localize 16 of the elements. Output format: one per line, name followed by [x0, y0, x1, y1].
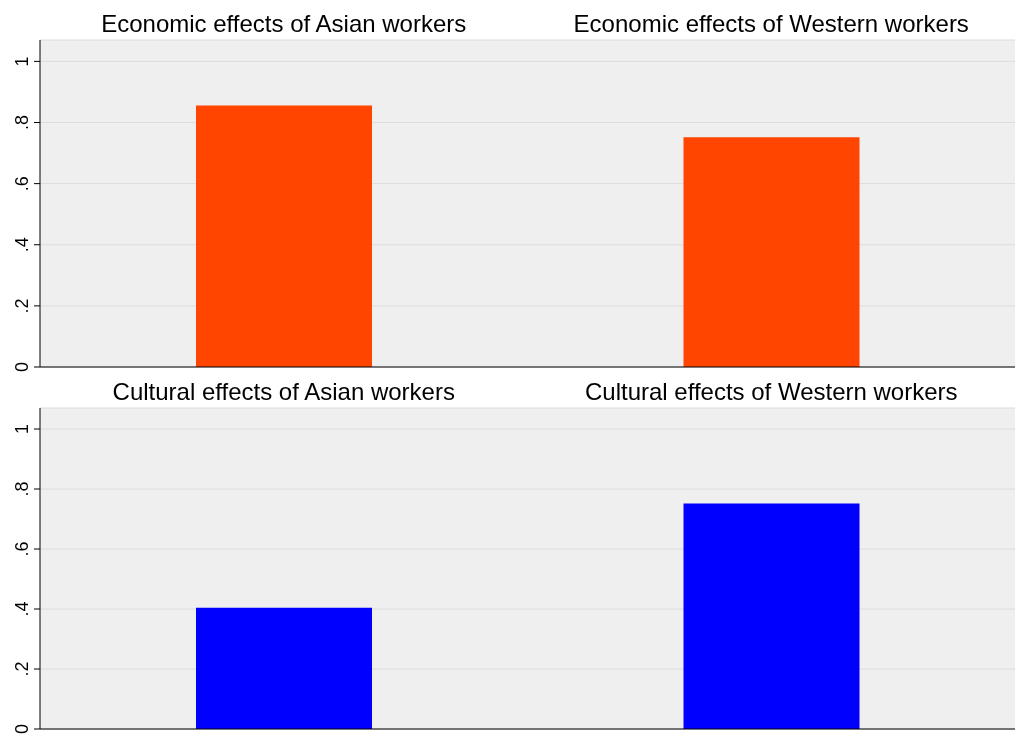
y-tick-label: 1: [12, 56, 32, 67]
x-tick-label: Economic effects of Asian workers: [101, 10, 467, 37]
y-tick-label: .6: [12, 176, 32, 192]
y-tick-label: 0: [12, 723, 32, 735]
y-tick-label: 1: [12, 423, 32, 435]
x-tick-label: Economic effects of Western workers: [573, 10, 969, 37]
y-tick-label: .4: [12, 237, 32, 253]
y-tick-label: 0: [12, 361, 32, 373]
y-tick-label: .8: [12, 481, 32, 497]
y-tick-label: .6: [12, 541, 32, 557]
y-tick-label: .4: [12, 601, 32, 617]
y-tick-label: .8: [12, 115, 32, 131]
x-tick-label: Cultural effects of Western workers: [584, 378, 958, 405]
y-tick-label: .2: [12, 298, 32, 314]
y-tick-label: .2: [12, 661, 32, 677]
x-tick-label: Cultural effects of Asian workers: [112, 378, 455, 405]
